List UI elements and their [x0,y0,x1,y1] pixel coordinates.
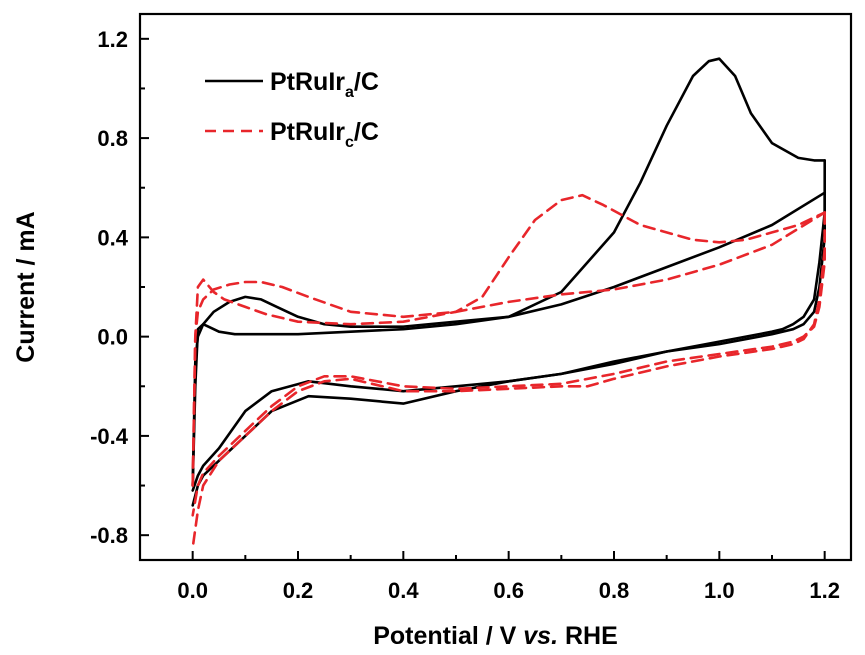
legend-label-2: PtRuIrc/C [270,118,379,151]
x-axis-title-suffix: RHE [558,622,618,650]
x-tick-label: 0.4 [388,578,419,603]
x-axis-title-prefix: Potential / V [373,622,523,650]
x-axis-ticks: 0.0 0.2 0.4 0.6 0.8 1.0 1.2 [139,551,840,603]
x-axis-title-italic: vs. [523,622,558,650]
series-1-line [191,191,826,492]
series-1-line [191,191,826,487]
legend-label-1: PtRuIra/C [270,68,379,101]
y-axis-title: Current / mA [12,211,40,362]
x-tick-label: 0.2 [283,578,314,603]
legend-label-tail: /C [354,68,379,96]
x-tick-label: 0.0 [177,578,208,603]
series-2-line [191,211,826,549]
legend-label-subscript: c [345,134,354,151]
x-axis-title: Potential / V vs. RHE [373,622,618,650]
y-tick-label: 1.2 [97,27,128,52]
x-tick-label: 0.6 [493,578,524,603]
legend-label-tail: /C [354,118,379,146]
legend-label-subscript: a [345,84,354,101]
series-2-line [191,211,826,517]
y-tick-label: 0.0 [97,325,128,350]
y-tick-label: 0.8 [97,126,128,151]
x-tick-label: 1.2 [809,578,840,603]
y-tick-label: -0.4 [90,424,129,449]
y-tick-label: -0.8 [90,523,128,548]
y-tick-label: 0.4 [97,225,128,250]
x-tick-label: 1.0 [704,578,735,603]
legend-label-main: PtRuIr [270,118,345,146]
series-2-line [191,193,826,487]
legend-label-main: PtRuIr [270,68,345,96]
series-2-line [191,211,826,487]
series-layer [191,57,826,549]
series-1-line [191,159,826,507]
series-1-line [191,57,826,487]
y-axis-ticks: -0.8 -0.4 0.0 0.4 0.8 1.2 [90,27,149,548]
x-tick-label: 0.8 [599,578,630,603]
